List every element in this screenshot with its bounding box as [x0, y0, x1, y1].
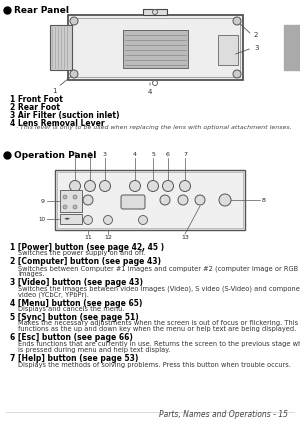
Text: 1: 1	[73, 152, 77, 157]
Text: 12: 12	[104, 235, 112, 240]
Text: 4 Lens Removal Lever: 4 Lens Removal Lever	[10, 119, 105, 128]
Circle shape	[195, 195, 205, 205]
Circle shape	[178, 195, 188, 205]
Text: 4: 4	[148, 89, 152, 95]
Text: Ends functions that are currently in use. Returns the screen to the previous sta: Ends functions that are currently in use…	[18, 341, 300, 347]
Bar	[60, 190, 82, 212]
Text: 2 [Computer] button (see page 43): 2 [Computer] button (see page 43)	[10, 258, 161, 266]
Text: Parts, Names and Operations - 15: Parts, Names and Operations - 15	[159, 410, 288, 419]
Text: 4: 4	[133, 152, 137, 157]
Text: video (YCbCr, YPbPr).: video (YCbCr, YPbPr).	[18, 292, 89, 298]
Text: 4 [Menu] button (see page 65): 4 [Menu] button (see page 65)	[10, 298, 142, 308]
Text: Operation Panel: Operation Panel	[14, 150, 96, 159]
Circle shape	[100, 181, 110, 192]
Circle shape	[83, 195, 93, 205]
Text: Makes the necessary adjustments when the screen is out of focus or flickering. T: Makes the necessary adjustments when the…	[18, 320, 300, 326]
Circle shape	[103, 215, 112, 224]
Text: functions as the up and down key when the menu or help text are being displayed.: functions as the up and down key when th…	[18, 326, 296, 332]
Text: 6 [Esc] button (see page 66): 6 [Esc] button (see page 66)	[10, 334, 133, 343]
Bar	[143, 9, 167, 15]
Text: 2: 2	[254, 32, 258, 38]
Text: 10: 10	[38, 216, 45, 221]
FancyBboxPatch shape	[121, 195, 145, 209]
Text: Rear Panel: Rear Panel	[14, 6, 69, 14]
Text: 3: 3	[103, 152, 107, 157]
Circle shape	[233, 70, 241, 78]
Text: Displays and cancels the menu.: Displays and cancels the menu.	[18, 306, 124, 312]
Text: 2 Rear Foot: 2 Rear Foot	[10, 103, 60, 112]
Text: 8: 8	[262, 198, 266, 202]
Text: Switches the images between video images (Video), S video (S-Video) and componen: Switches the images between video images…	[18, 286, 300, 292]
Text: ◄►: ◄►	[64, 216, 71, 221]
Circle shape	[63, 195, 67, 199]
Circle shape	[85, 181, 95, 192]
Text: Displays the methods of solving problems. Press this button when trouble occurs.: Displays the methods of solving problems…	[18, 362, 291, 368]
Circle shape	[63, 205, 67, 209]
Text: is pressed during menu and help text display.: is pressed during menu and help text dis…	[18, 347, 170, 353]
Text: 7: 7	[183, 152, 187, 157]
Text: 13: 13	[181, 235, 189, 240]
Circle shape	[73, 195, 77, 199]
Text: 1 Front Foot: 1 Front Foot	[10, 95, 63, 104]
Text: 9: 9	[41, 198, 45, 204]
Text: 3 [Video] button (see page 43): 3 [Video] button (see page 43)	[10, 278, 143, 287]
Text: 2: 2	[88, 152, 92, 157]
Text: images.: images.	[18, 271, 44, 277]
Text: 1 [Power] button (see page 42, 45 ): 1 [Power] button (see page 42, 45 )	[10, 243, 164, 252]
Circle shape	[139, 215, 148, 224]
Circle shape	[130, 181, 140, 192]
Circle shape	[73, 205, 77, 209]
Text: 1: 1	[52, 88, 57, 94]
Bar	[123, 30, 188, 68]
Text: 7 [Help] button (see page 53): 7 [Help] button (see page 53)	[10, 354, 138, 363]
Bar	[57, 172, 243, 228]
Bar	[55, 170, 245, 230]
Text: 6: 6	[166, 152, 170, 157]
Bar	[218, 35, 238, 65]
Bar	[284, 25, 300, 70]
Text: 5: 5	[151, 152, 155, 157]
Circle shape	[219, 194, 231, 206]
Circle shape	[70, 17, 78, 25]
Circle shape	[179, 181, 191, 192]
Bar	[60, 214, 82, 224]
Circle shape	[70, 70, 78, 78]
Circle shape	[233, 17, 241, 25]
Text: Switches between Computer #1 images and computer #2 (computer image or RGB image: Switches between Computer #1 images and …	[18, 265, 300, 272]
Text: 5 [Sync] button (see page 51): 5 [Sync] button (see page 51)	[10, 313, 139, 322]
Text: 11: 11	[84, 235, 92, 240]
Text: · This lever is only to be used when replacing the lens with optional attachment: · This lever is only to be used when rep…	[16, 125, 292, 130]
Text: 3 Air Filter (suction inlet): 3 Air Filter (suction inlet)	[10, 111, 119, 120]
Text: 3: 3	[254, 45, 259, 51]
Bar	[71, 18, 240, 77]
Circle shape	[70, 181, 80, 192]
Text: Switches the power supply on and off.: Switches the power supply on and off.	[18, 250, 145, 257]
Circle shape	[83, 215, 92, 224]
Circle shape	[148, 181, 158, 192]
Circle shape	[163, 181, 173, 192]
Bar	[68, 15, 243, 80]
Bar	[50, 25, 72, 70]
Circle shape	[160, 195, 170, 205]
